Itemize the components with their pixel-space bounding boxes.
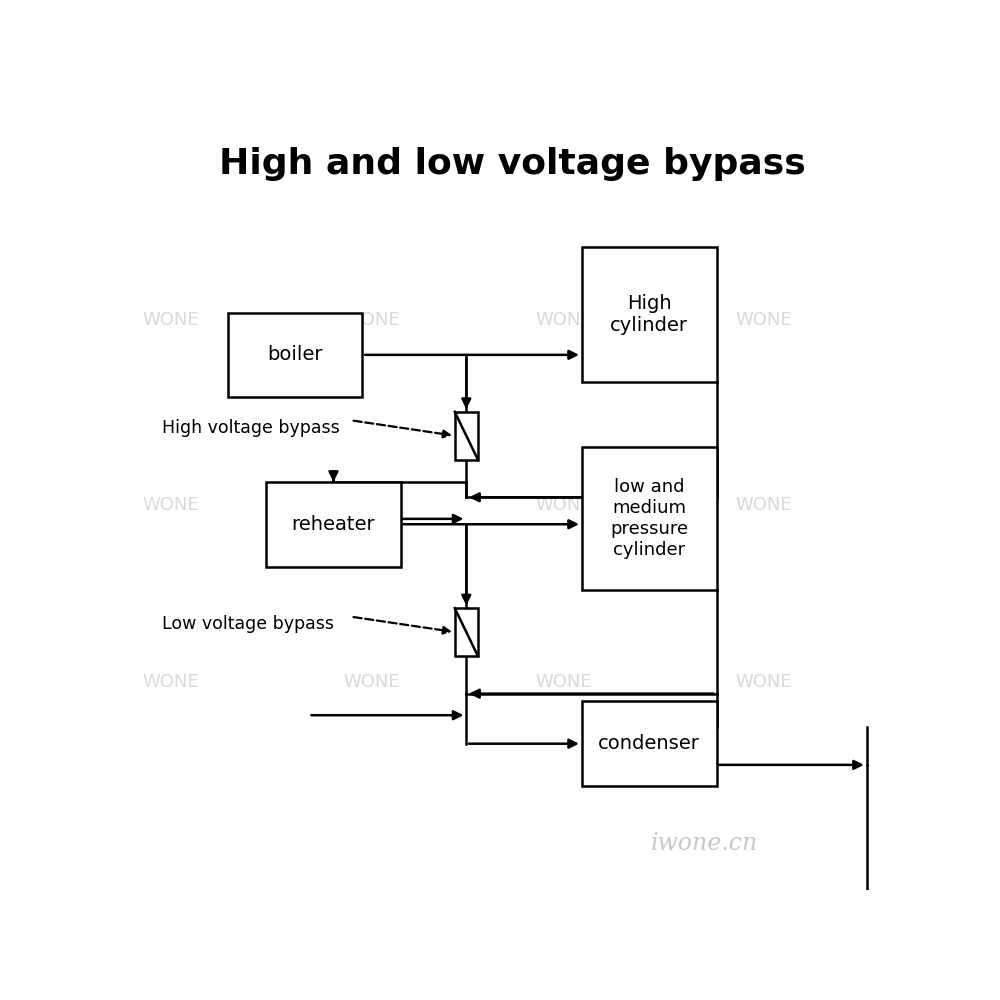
Bar xyxy=(455,608,478,656)
Text: WONE: WONE xyxy=(536,311,592,329)
Text: WONE: WONE xyxy=(143,311,200,329)
FancyBboxPatch shape xyxy=(582,447,717,590)
Text: WONE: WONE xyxy=(143,496,200,514)
FancyBboxPatch shape xyxy=(582,701,717,786)
Text: reheater: reheater xyxy=(292,515,375,534)
Text: condenser: condenser xyxy=(598,734,700,753)
Text: iwone.cn: iwone.cn xyxy=(651,832,758,855)
Text: WONE: WONE xyxy=(736,673,792,691)
Text: WONE: WONE xyxy=(143,673,200,691)
Text: WONE: WONE xyxy=(736,496,792,514)
Text: low and
medium
pressure
cylinder: low and medium pressure cylinder xyxy=(610,478,688,559)
Text: High and low voltage bypass: High and low voltage bypass xyxy=(219,147,806,181)
Text: WONE: WONE xyxy=(343,496,400,514)
Text: High
cylinder: High cylinder xyxy=(610,294,688,335)
Bar xyxy=(455,412,478,460)
Text: WONE: WONE xyxy=(343,673,400,691)
FancyBboxPatch shape xyxy=(266,482,401,567)
Text: WONE: WONE xyxy=(343,311,400,329)
FancyBboxPatch shape xyxy=(228,312,362,397)
Text: boiler: boiler xyxy=(267,345,323,364)
Text: WONE: WONE xyxy=(536,496,592,514)
Text: Low voltage bypass: Low voltage bypass xyxy=(162,615,334,633)
Text: WONE: WONE xyxy=(536,673,592,691)
Text: WONE: WONE xyxy=(736,311,792,329)
Text: High voltage bypass: High voltage bypass xyxy=(162,419,340,437)
FancyBboxPatch shape xyxy=(582,247,717,382)
